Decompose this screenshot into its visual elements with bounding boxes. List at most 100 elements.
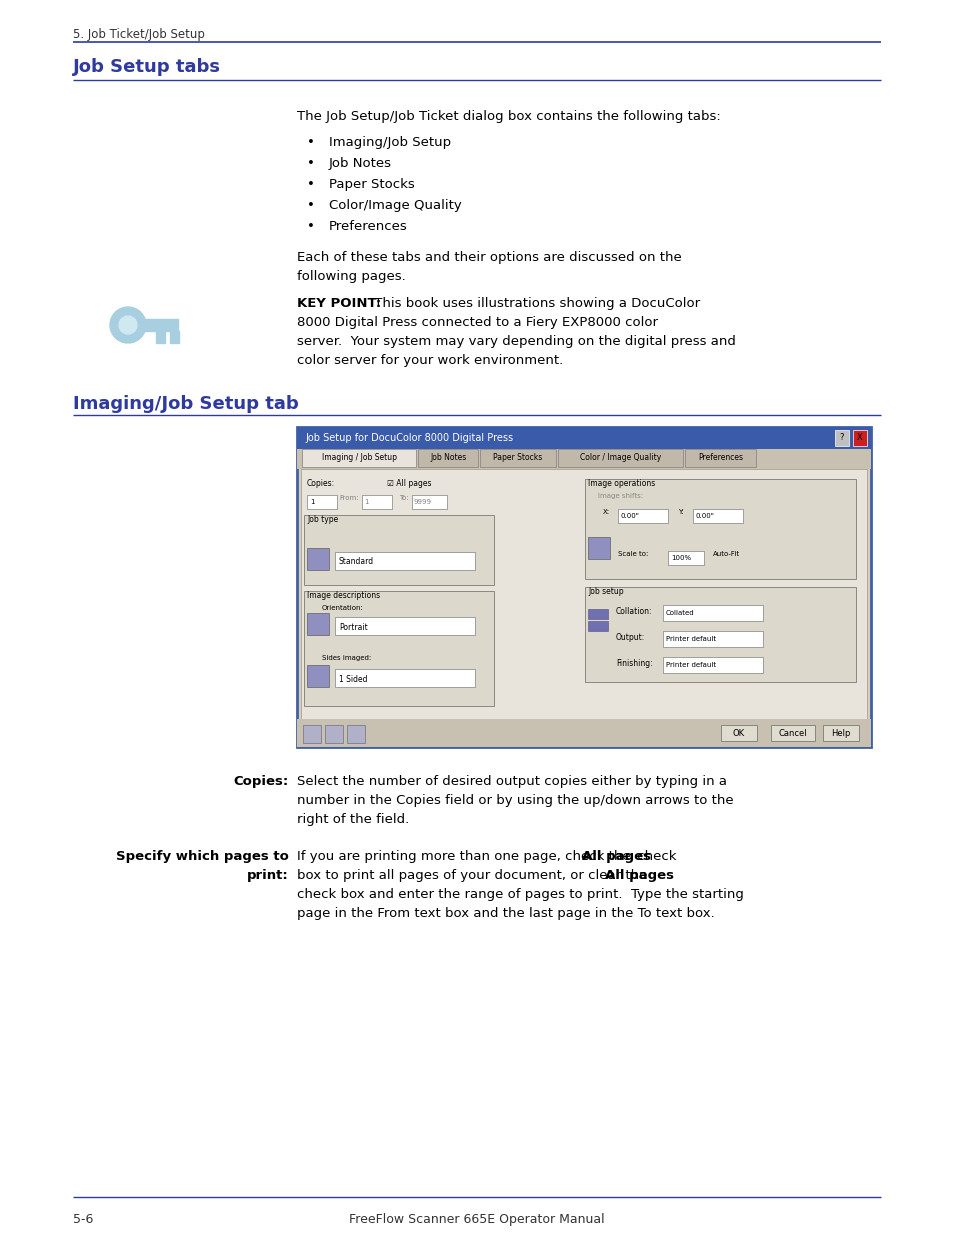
Text: •: •	[307, 136, 314, 149]
Text: X:: X:	[602, 509, 610, 515]
Text: Color / Image Quality: Color / Image Quality	[579, 453, 660, 462]
Text: Output:: Output:	[616, 634, 644, 642]
Text: Help: Help	[830, 729, 850, 737]
Bar	[587, 537, 609, 559]
Text: Auto-Fit: Auto-Fit	[712, 551, 740, 557]
Text: X: X	[856, 433, 862, 442]
Bar	[558, 450, 682, 467]
Text: number in the Copies field or by using the up/down arrows to the: number in the Copies field or by using t…	[296, 794, 733, 806]
Bar	[662, 657, 762, 673]
Text: Image descriptions: Image descriptions	[307, 592, 379, 600]
Text: page in the From text box and the last page in the To text box.: page in the From text box and the last p…	[296, 906, 714, 920]
Text: This book uses illustrations showing a DocuColor: This book uses illustrations showing a D…	[370, 296, 700, 310]
Bar	[692, 509, 742, 522]
Bar	[304, 592, 494, 706]
Text: 100%: 100%	[670, 555, 690, 561]
Text: Imaging/Job Setup: Imaging/Job Setup	[329, 136, 451, 149]
Text: Specify which pages to: Specify which pages to	[116, 850, 289, 863]
Bar	[852, 430, 866, 446]
Bar	[770, 725, 814, 741]
Text: check: check	[633, 850, 676, 863]
Bar	[128, 319, 178, 331]
Text: •: •	[307, 157, 314, 170]
Text: Image shifts:: Image shifts:	[598, 493, 642, 499]
Text: All pages: All pages	[604, 869, 673, 882]
Bar	[156, 331, 165, 343]
Text: 5. Job Ticket/Job Setup: 5. Job Ticket/Job Setup	[73, 28, 205, 41]
Text: The Job Setup/Job Ticket dialog box contains the following tabs:: The Job Setup/Job Ticket dialog box cont…	[296, 110, 720, 124]
Text: Job Notes: Job Notes	[329, 157, 392, 170]
Bar	[335, 618, 475, 635]
Bar	[296, 427, 870, 747]
Bar	[720, 725, 757, 741]
Text: OK: OK	[732, 729, 744, 737]
Bar	[412, 495, 447, 509]
Text: Job setup: Job setup	[587, 587, 623, 597]
Text: Job type: Job type	[307, 515, 338, 524]
Text: 0.00": 0.00"	[620, 513, 639, 519]
Bar	[834, 430, 848, 446]
Bar	[170, 331, 179, 343]
Bar	[587, 621, 607, 631]
Bar	[662, 631, 762, 647]
Bar	[335, 669, 475, 687]
Bar	[587, 609, 607, 619]
Text: Paper Stocks: Paper Stocks	[329, 178, 415, 191]
Text: Collation:: Collation:	[616, 606, 652, 616]
Circle shape	[119, 316, 137, 333]
Text: FreeFlow Scanner 665E Operator Manual: FreeFlow Scanner 665E Operator Manual	[349, 1213, 604, 1226]
Text: Standard: Standard	[338, 557, 374, 567]
Bar	[335, 552, 475, 571]
Text: Cancel: Cancel	[778, 729, 806, 737]
Text: To:: To:	[398, 495, 408, 501]
Bar	[303, 725, 320, 743]
Text: Preferences: Preferences	[698, 453, 742, 462]
Text: From:: From:	[338, 495, 358, 501]
Text: Paper Stocks: Paper Stocks	[493, 453, 542, 462]
Text: Imaging / Job Setup: Imaging / Job Setup	[321, 453, 396, 462]
Text: Orientation:: Orientation:	[322, 605, 363, 611]
Text: Image operations: Image operations	[587, 479, 655, 488]
Text: 0.00": 0.00"	[696, 513, 714, 519]
Text: Y:: Y:	[678, 509, 683, 515]
Bar	[307, 664, 329, 687]
Bar	[667, 551, 703, 564]
Bar	[301, 469, 866, 719]
Bar	[296, 450, 870, 469]
Bar	[347, 725, 365, 743]
Bar	[307, 613, 329, 635]
Text: Select the number of desired output copies either by typing in a: Select the number of desired output copi…	[296, 776, 726, 788]
Text: Job Setup for DocuColor 8000 Digital Press: Job Setup for DocuColor 8000 Digital Pre…	[305, 433, 513, 443]
Bar	[618, 509, 667, 522]
Bar	[685, 450, 755, 467]
Text: server.  Your system may vary depending on the digital press and: server. Your system may vary depending o…	[296, 335, 735, 348]
Text: check box and enter the range of pages to print.  Type the starting: check box and enter the range of pages t…	[296, 888, 743, 902]
Text: Sides imaged:: Sides imaged:	[322, 655, 371, 661]
Bar	[296, 719, 870, 747]
Text: KEY POINT:: KEY POINT:	[296, 296, 381, 310]
Text: Printer default: Printer default	[665, 636, 716, 642]
Text: Finishing:: Finishing:	[616, 659, 652, 668]
Bar	[822, 725, 858, 741]
Text: All pages: All pages	[581, 850, 650, 863]
Text: 1: 1	[364, 499, 368, 505]
Text: ?: ?	[839, 433, 843, 442]
Text: •: •	[307, 199, 314, 212]
Text: color server for your work environment.: color server for your work environment.	[296, 354, 562, 367]
Text: 5-6: 5-6	[73, 1213, 93, 1226]
Text: Imaging/Job Setup tab: Imaging/Job Setup tab	[73, 395, 298, 412]
Bar	[302, 450, 416, 467]
Text: 1: 1	[310, 499, 314, 505]
Text: If you are printing more than one page, check the: If you are printing more than one page, …	[296, 850, 634, 863]
Bar	[361, 495, 392, 509]
Bar	[307, 548, 329, 571]
Text: print:: print:	[247, 869, 289, 882]
Bar	[662, 605, 762, 621]
Text: •: •	[307, 220, 314, 233]
Text: Preferences: Preferences	[329, 220, 407, 233]
Bar	[304, 515, 494, 585]
Text: •: •	[307, 178, 314, 191]
Circle shape	[110, 308, 146, 343]
Text: right of the field.: right of the field.	[296, 813, 409, 826]
Bar	[296, 427, 870, 450]
